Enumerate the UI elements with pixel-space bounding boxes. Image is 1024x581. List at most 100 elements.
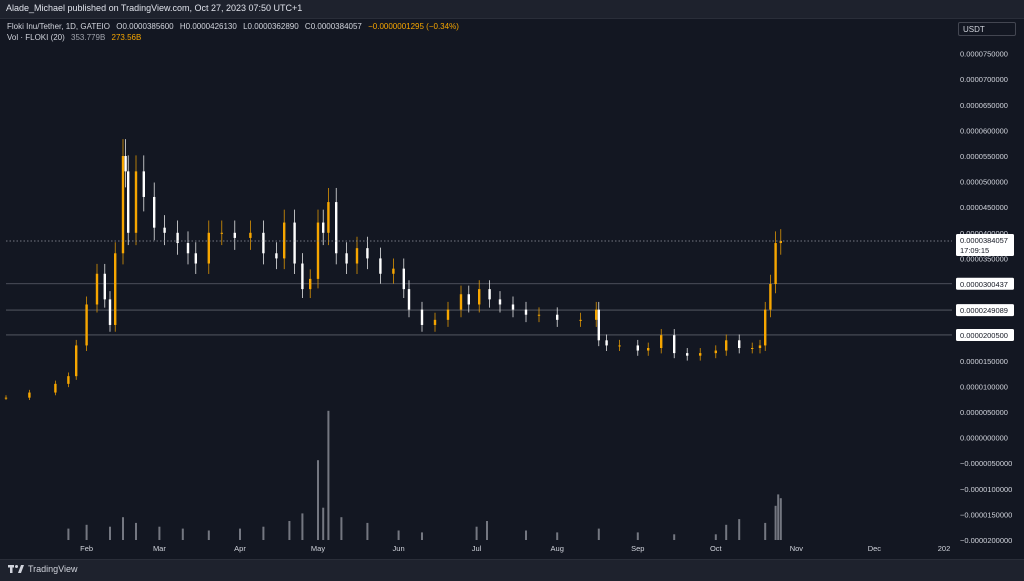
x-tick-label: 202	[938, 544, 951, 553]
candle-body	[293, 222, 296, 264]
x-tick-label: Apr	[234, 544, 246, 553]
high-label: H	[179, 22, 186, 31]
symbol-legend: Floki Inu/Tether, 1D, GATEIO O0.00003856…	[7, 22, 459, 31]
x-tick-label: Jul	[472, 544, 482, 553]
open-label: O	[116, 22, 123, 31]
y-tick-label: 0.0000500000	[960, 178, 1008, 187]
candle-body	[751, 348, 754, 349]
y-tick-label: 0.0000650000	[960, 101, 1008, 110]
candle-body	[366, 248, 369, 259]
candle-body	[673, 335, 676, 354]
x-tick-label: Jun	[393, 544, 405, 553]
y-tick-label: 0.0000750000	[960, 50, 1008, 59]
candle-body	[327, 202, 330, 233]
volume-value-2: 273.56B	[111, 33, 142, 42]
candle-body	[345, 253, 348, 264]
candle-body	[647, 348, 650, 351]
candle-body	[28, 392, 31, 398]
x-tick-label: Mar	[153, 544, 166, 553]
y-tick-label: 0.0000400000	[960, 229, 1008, 238]
candle-body	[467, 294, 470, 305]
volume-bar	[525, 530, 527, 540]
close-value: 0.0000384057	[310, 22, 362, 31]
candle-body	[54, 383, 57, 393]
candle-body	[636, 345, 639, 351]
candle-body	[275, 253, 278, 259]
level-tag-label: 0.0000249089	[960, 306, 1008, 315]
candle-body	[127, 171, 130, 233]
time-axis: Feb Mar Apr May Jun Jul Aug Sep Oct Nov Dec 202	[80, 544, 950, 553]
volume-bar	[322, 507, 325, 540]
candle-body	[85, 304, 88, 346]
volume-label: Vol · FLOKI (20)	[7, 33, 65, 42]
candle-body	[121, 156, 125, 254]
high-value: 0.0000426130	[185, 22, 237, 31]
candle-body	[233, 232, 236, 238]
volume-bar	[181, 528, 184, 540]
volume-bar	[207, 530, 210, 540]
volume-bar	[556, 532, 559, 540]
volume-bar	[421, 532, 423, 540]
candle-body	[524, 309, 528, 315]
candle-body	[537, 314, 541, 316]
volume-bar	[366, 522, 369, 540]
volume-bar	[774, 505, 777, 540]
candle-body	[134, 171, 138, 233]
candle-body	[595, 309, 598, 320]
level-tag-box	[956, 277, 1014, 290]
volume-bar	[779, 498, 782, 540]
volume-bar	[67, 528, 70, 540]
last-price-label: 0.0000384057	[960, 236, 1008, 245]
candle-body	[488, 289, 491, 300]
currency-button[interactable]: USDT	[958, 22, 1016, 36]
candle-body	[459, 294, 463, 310]
volume-bar	[327, 410, 330, 540]
candle-body	[556, 314, 559, 320]
volume-bar	[597, 528, 600, 540]
candle-body	[660, 335, 663, 348]
footer-brand[interactable]: TradingView	[8, 564, 78, 574]
volume-legend: Vol · FLOKI (20) 353.779B 273.56B	[7, 33, 141, 42]
y-tick-label: 0.0000100000	[960, 382, 1008, 391]
candle-body	[738, 340, 741, 348]
y-tick-label: 0.0000550000	[960, 152, 1008, 161]
candle-body	[597, 309, 600, 341]
low-value: 0.0000362890	[247, 22, 299, 31]
volume-bar	[135, 522, 137, 540]
y-tick-label: 0.0000350000	[960, 254, 1008, 263]
candle-body	[379, 258, 382, 274]
chart-panel[interactable]	[0, 18, 1024, 560]
low-label: L	[243, 22, 248, 31]
candle-body	[478, 289, 481, 305]
candles	[4, 139, 782, 401]
candle-body	[618, 345, 621, 347]
candle-body	[108, 299, 112, 325]
footer-brand-text: TradingView	[28, 564, 78, 574]
publisher-text: Alade_Michael published on TradingView.c…	[6, 3, 303, 13]
candle-body	[511, 304, 515, 310]
volume-bar	[486, 521, 488, 540]
candle-body	[769, 284, 772, 310]
candle-body	[124, 156, 127, 172]
countdown-label: 17:09:15	[960, 246, 989, 255]
candle-body	[579, 319, 582, 321]
y-tick-label: 0.0000700000	[960, 75, 1008, 84]
candle-body	[322, 222, 325, 233]
volume-bar	[301, 513, 304, 540]
candle-body	[194, 253, 197, 264]
y-tick-label: 0.0000000000	[960, 434, 1008, 443]
candle-body	[142, 171, 145, 197]
volume-bar	[738, 519, 741, 540]
candle-body	[714, 350, 717, 354]
level-tag-box	[956, 304, 1014, 317]
open-value: 0.0000385600	[122, 22, 174, 31]
candle-body	[764, 309, 767, 346]
change-value: −0.0000001295 (−0.34%)	[368, 22, 459, 31]
candle-body	[605, 340, 608, 346]
volume-bar	[725, 524, 728, 540]
volume-value-1: 353.779B	[71, 33, 106, 42]
level-tags: 0.0000300437 0.0000249089 0.0000200500	[956, 277, 1014, 341]
candle-body	[355, 248, 359, 264]
volume-bar	[397, 530, 400, 540]
